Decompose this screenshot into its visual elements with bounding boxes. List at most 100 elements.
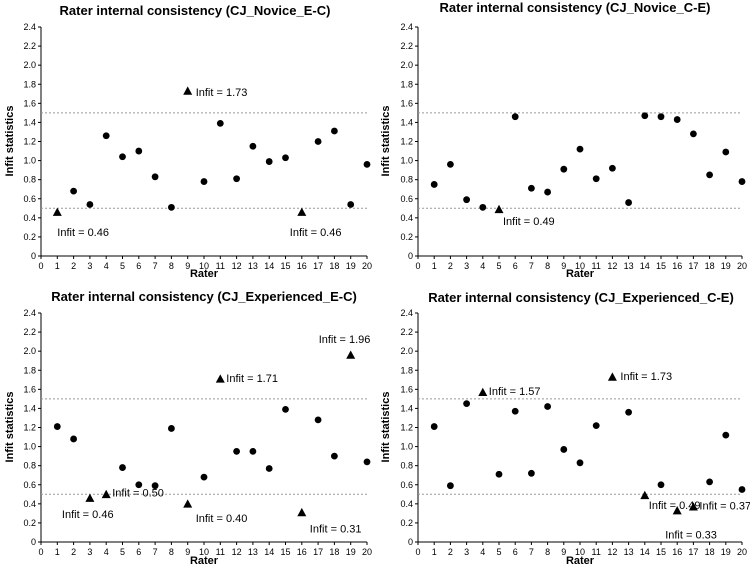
y-tick-label: 1.2 [23,137,36,147]
x-tick-label: 16 [297,547,307,557]
x-tick-label: 0 [415,547,420,557]
x-axis-label: Rater [190,268,219,280]
y-tick-label: 2.0 [400,60,413,70]
x-tick-label: 3 [464,261,469,271]
circle-marker [511,407,519,415]
triangle-marker [494,204,504,214]
y-tick-label: 0 [408,537,413,547]
circle-marker [592,175,600,183]
circle-marker [479,203,487,211]
y-tick-label: 0.8 [23,175,36,185]
x-tick-label: 16 [672,261,682,271]
y-tick-label: 1.4 [400,403,413,413]
x-tick-label: 5 [496,261,501,271]
x-tick-label: 12 [607,547,617,557]
triangle-marker [688,502,698,511]
circle-marker [706,171,713,179]
circle-marker [168,203,175,211]
triangle-marker [297,207,307,216]
circle-marker [216,119,224,127]
x-tick-label: 3 [87,261,92,271]
x-tick-label: 16 [672,547,682,557]
y-tick-label: 2.2 [400,41,413,51]
infit-annotation: Infit = 0.31 [310,523,362,535]
y-axis-label: Infit statistics [4,106,16,177]
y-tick-label: 0.4 [23,499,36,509]
circle-marker [560,446,568,453]
x-tick-label: 19 [721,547,731,557]
x-tick-label: 9 [185,547,190,557]
x-tick-label: 11 [592,261,601,271]
circle-marker [625,199,632,206]
triangle-marker [672,506,682,515]
x-tick-label: 15 [280,261,290,271]
infit-annotation: Infit = 1.96 [319,334,371,346]
y-tick-label: 2.0 [23,346,36,356]
circle-marker [70,435,77,443]
x-tick-label: 14 [264,261,274,271]
x-tick-label: 0 [38,261,43,271]
infit-annotation: Infit = 0.46 [57,227,109,239]
y-axis-label: Infit statistics [380,106,392,177]
x-tick-label: 13 [248,547,258,557]
circle-marker [151,173,159,181]
circle-marker [265,158,273,165]
x-tick-label: 10 [199,261,209,271]
x-tick-label: 17 [313,547,323,557]
x-tick-label: 14 [640,261,650,271]
y-tick-label: 2.4 [400,308,413,318]
x-tick-label: 20 [362,261,372,271]
x-axis-label: Rater [190,555,219,567]
circle-marker [528,469,535,477]
infit-annotation: Infit = 1.73 [620,371,672,383]
triangle-marker [183,499,193,508]
y-tick-label: 0.2 [400,232,413,242]
x-tick-label: 6 [136,547,141,557]
chart-title: Rater internal consistency (CJ_Experienc… [51,289,357,304]
y-tick-label: 1.0 [23,156,36,166]
x-tick-label: 19 [346,261,356,271]
circle-marker [363,161,371,168]
x-tick-label: 10 [199,547,209,557]
x-tick-label: 8 [169,547,174,557]
circle-marker [673,116,681,123]
x-tick-label: 19 [346,547,356,557]
x-tick-label: 18 [705,261,715,271]
circle-marker [363,458,371,466]
x-tick-label: 20 [737,261,747,271]
x-tick-label: 2 [71,547,76,557]
y-tick-label: 0.6 [23,480,36,490]
chart-title: Rater internal consistency (CJ_Novice_E-… [60,3,331,18]
x-axis-label: Rater [566,555,595,567]
y-tick-label: 0.2 [400,518,413,528]
circle-marker [135,147,143,155]
y-tick-label: 0.4 [400,213,413,223]
x-tick-label: 9 [561,261,566,271]
x-tick-label: 11 [216,547,225,557]
triangle-marker [52,207,62,216]
y-tick-label: 0 [408,251,413,261]
x-tick-label: 8 [545,547,550,557]
circle-marker [347,201,355,208]
circle-marker [722,148,730,156]
infit-annotation: Infit = 1.57 [489,386,541,398]
x-tick-label: 7 [153,261,158,271]
infit-annotation: Infit = 0.40 [196,513,248,525]
x-tick-label: 13 [624,547,634,557]
circle-marker [233,175,241,183]
circle-marker [430,423,438,430]
circle-marker [738,486,746,493]
circle-marker [511,113,519,121]
y-tick-label: 0.8 [400,461,413,471]
x-tick-label: 2 [448,261,453,271]
x-tick-label: 20 [737,547,747,557]
x-tick-label: 7 [153,547,158,557]
x-tick-label: 17 [313,261,323,271]
x-tick-label: 14 [264,547,274,557]
infit-annotation: Infit = 1.71 [226,373,278,385]
circle-marker [430,181,438,188]
circle-marker [168,425,175,432]
y-tick-label: 1.0 [400,156,413,166]
circle-marker [119,153,126,161]
y-tick-label: 2.2 [400,327,413,337]
